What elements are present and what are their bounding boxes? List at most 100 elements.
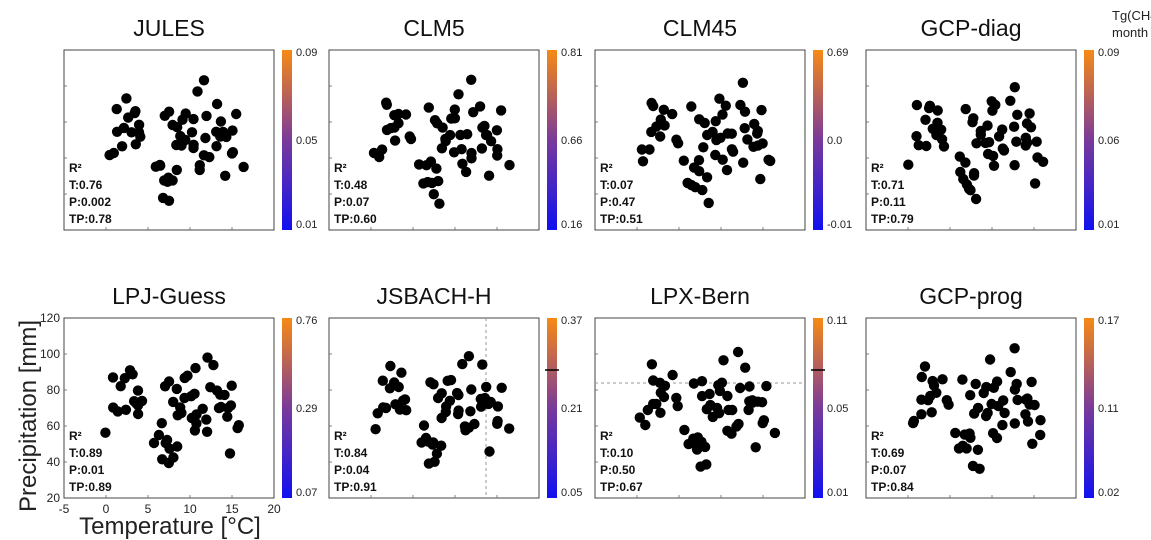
- unit-label-line2: month: [1112, 25, 1148, 40]
- data-point: [696, 436, 707, 447]
- x-axis-label: Temperature [°C]: [79, 513, 261, 540]
- colorbar-tick-label: 0.06: [1098, 135, 1119, 147]
- data-point: [462, 129, 473, 140]
- data-point: [495, 105, 507, 116]
- data-point: [189, 388, 200, 399]
- panel-clm45: CLM45 R² T:0.07 P:0.47 TP:0.51 0.69 0.0 -0.01: [594, 15, 852, 231]
- data-point: [188, 113, 199, 125]
- data-point: [400, 109, 412, 120]
- data-point: [723, 404, 734, 416]
- unit-label-line1: Tg(CH4)/: [1112, 8, 1151, 23]
- data-point: [385, 122, 397, 134]
- stat-line: R²: [69, 161, 82, 175]
- data-point: [740, 362, 751, 373]
- stat-line: P:0.002: [69, 195, 111, 209]
- data-point: [227, 147, 239, 158]
- stat-line: T:0.76: [69, 178, 103, 192]
- data-point: [993, 400, 1004, 412]
- data-point: [957, 374, 968, 385]
- y-axis-label: Precipitation [mm]: [15, 320, 42, 512]
- data-point: [453, 405, 464, 416]
- data-point: [431, 448, 443, 459]
- data-point: [911, 99, 923, 111]
- data-point: [376, 144, 388, 155]
- data-point: [965, 185, 976, 196]
- data-point: [981, 381, 992, 393]
- data-point: [703, 197, 714, 209]
- colorbar-tick-label: -0.01: [827, 219, 852, 231]
- data-point: [465, 406, 476, 417]
- data-point: [190, 362, 201, 374]
- panel-title: LPJ-Guess: [112, 283, 226, 309]
- data-point: [714, 93, 725, 104]
- data-point: [399, 394, 411, 405]
- data-point: [429, 456, 440, 467]
- stat-line: R²: [334, 161, 347, 175]
- data-point: [761, 380, 772, 392]
- stat-line: T:0.10: [600, 446, 634, 460]
- data-point: [970, 193, 982, 205]
- stat-line: TP:0.67: [600, 480, 643, 494]
- data-point: [1008, 121, 1020, 132]
- data-point: [222, 411, 233, 422]
- data-point: [220, 170, 231, 181]
- data-point: [449, 104, 460, 115]
- data-point: [389, 110, 400, 121]
- data-point: [168, 396, 179, 408]
- panel-lpx-bern: LPX-Bern R² T:0.10 P:0.50 TP:0.67 0.11 0.05 0.0…: [594, 283, 848, 499]
- data-point: [463, 351, 475, 362]
- stat-line: R²: [871, 429, 884, 443]
- stat-line: TP:0.51: [600, 212, 643, 226]
- data-point: [701, 404, 712, 415]
- data-point: [1012, 394, 1023, 406]
- data-point: [923, 102, 935, 114]
- data-point: [655, 131, 666, 142]
- data-point: [927, 375, 938, 387]
- data-point: [987, 105, 998, 116]
- stat-line: P:0.47: [600, 195, 636, 209]
- data-point: [466, 384, 477, 395]
- data-point: [903, 159, 914, 170]
- data-point: [704, 388, 715, 400]
- data-point: [982, 120, 993, 131]
- data-point: [161, 434, 173, 446]
- data-point: [425, 377, 436, 388]
- data-point: [381, 97, 392, 108]
- data-point: [172, 410, 183, 421]
- data-point: [133, 119, 145, 130]
- data-point: [132, 400, 144, 411]
- data-point: [1011, 136, 1022, 147]
- data-point: [198, 150, 210, 161]
- data-point: [672, 400, 683, 412]
- data-point: [215, 116, 227, 127]
- data-point: [980, 137, 991, 149]
- data-point: [1029, 178, 1041, 189]
- data-point: [1022, 416, 1034, 427]
- data-point: [393, 381, 404, 393]
- data-point: [457, 158, 468, 169]
- data-point: [701, 172, 713, 183]
- data-point: [636, 144, 648, 155]
- data-point: [769, 427, 781, 439]
- data-point: [148, 437, 160, 449]
- data-point: [423, 102, 434, 113]
- data-point: [640, 419, 651, 431]
- data-point: [980, 410, 992, 422]
- data-point: [688, 378, 700, 389]
- data-point: [191, 409, 202, 420]
- data-point: [988, 382, 999, 393]
- data-point: [686, 101, 697, 112]
- colorbar-tick-label: 0.81: [561, 47, 582, 59]
- panel-gcp-prog: GCP-prog R² T:0.69 P:0.07 TP:0.84 0.17 0.11 0.0…: [865, 283, 1119, 499]
- data-point: [908, 415, 920, 427]
- data-point: [713, 408, 725, 419]
- colorbar-tick-label: 0.76: [296, 315, 317, 327]
- data-point: [208, 359, 219, 371]
- data-point: [155, 160, 166, 171]
- x-tick-label: 0: [103, 502, 110, 516]
- data-point: [1031, 136, 1042, 147]
- data-point: [401, 405, 412, 416]
- data-point: [130, 106, 141, 117]
- y-tick-label: 20: [47, 491, 61, 505]
- data-point: [485, 136, 497, 147]
